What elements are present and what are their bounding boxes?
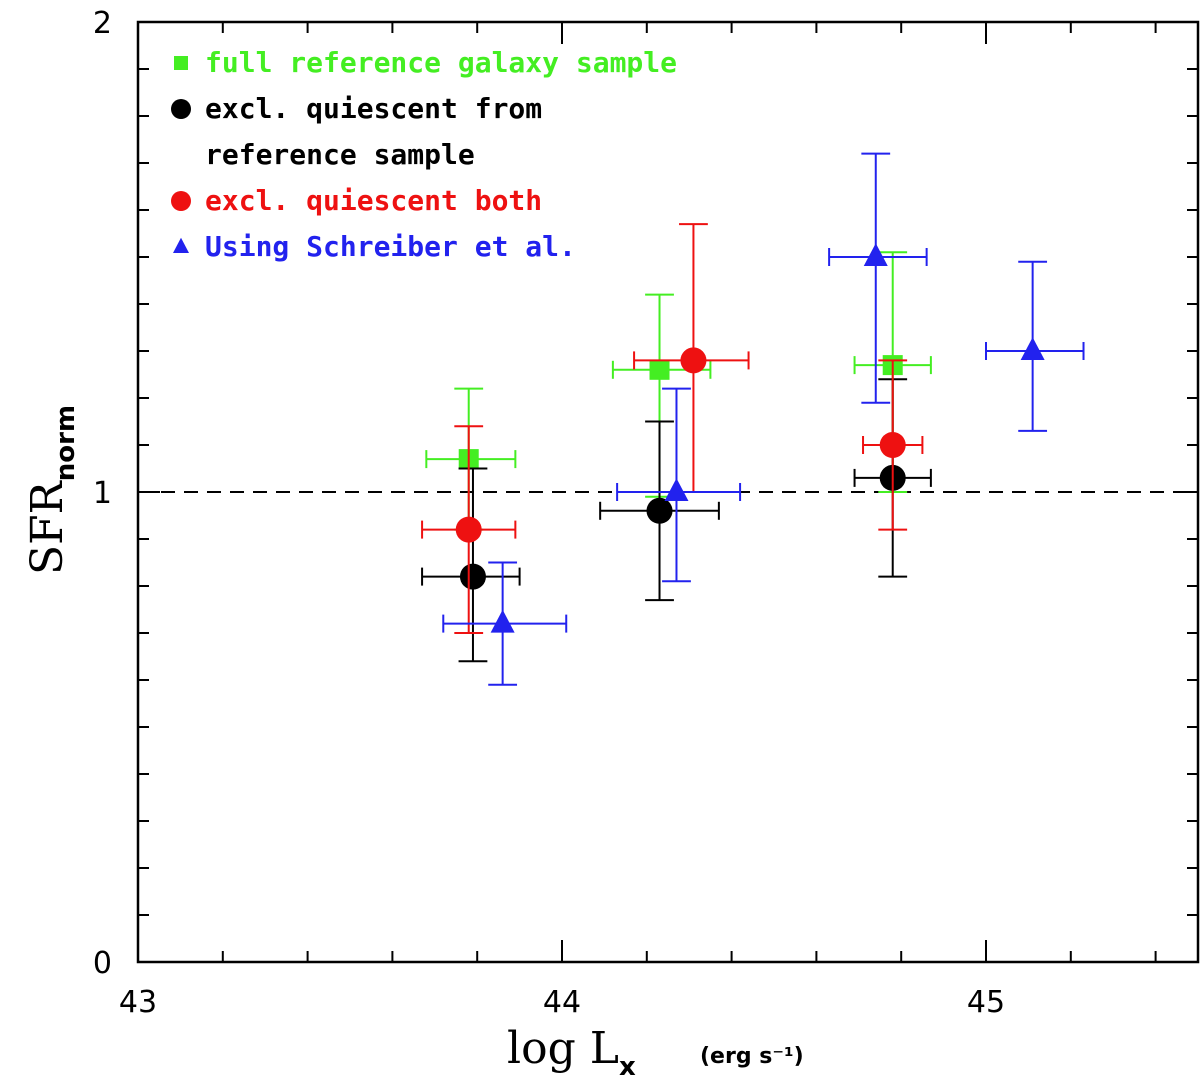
series-1: [421, 378, 932, 663]
legend-item: Using Schreiber et al.: [173, 230, 576, 263]
data-marker: [863, 243, 888, 266]
x-axis-title: log Lx (erg s⁻¹): [507, 1023, 804, 1082]
data-point: [442, 561, 568, 686]
y-axis-label-subscript: norm: [51, 405, 81, 481]
data-point: [421, 467, 521, 663]
legend-label: Using Schreiber et al.: [205, 230, 576, 263]
y-tick-label: 1: [93, 476, 112, 511]
data-marker: [680, 347, 707, 374]
data-point: [616, 387, 742, 583]
series-2: [421, 223, 924, 634]
legend: full reference galaxy sample excl. quiesc…: [171, 46, 677, 263]
legend-item: excl. quiescent from reference sample: [171, 92, 542, 171]
legend-label: reference sample: [205, 138, 475, 171]
legend-label: full reference galaxy sample: [205, 46, 677, 79]
legend-marker: [174, 56, 188, 70]
y-tick-label: 0: [93, 946, 112, 981]
data-point: [862, 359, 924, 531]
data-point: [985, 260, 1085, 432]
legend-marker: [171, 191, 191, 211]
data-point: [633, 223, 750, 493]
legend-item: full reference galaxy sample: [174, 46, 677, 79]
data-point: [421, 425, 517, 634]
axis-ticks: 43 44 45 0 1 2: [93, 6, 1198, 1020]
x-tick-label: 45: [967, 985, 1005, 1020]
data-marker: [1020, 337, 1045, 360]
data-marker: [879, 432, 906, 458]
data-point: [425, 387, 517, 531]
x-tick-label: 44: [543, 985, 581, 1020]
x-axis-label-subscript: x: [619, 1052, 636, 1082]
data-points: [421, 152, 1085, 686]
x-axis-unit: (erg s⁻¹): [700, 1044, 804, 1069]
data-marker: [664, 478, 689, 501]
x-axis-label: log L: [507, 1023, 619, 1074]
data-marker: [490, 609, 515, 633]
y-axis-label: SFR: [22, 479, 73, 575]
data-marker: [646, 497, 673, 524]
data-marker: [459, 563, 486, 590]
data-marker: [649, 359, 670, 380]
legend-label: excl. quiescent from: [205, 92, 542, 125]
data-point: [611, 293, 712, 498]
legend-marker: [173, 237, 189, 253]
data-marker: [455, 516, 482, 543]
y-axis-title: SFRnorm: [22, 405, 81, 575]
svg-text:SFRnorm: SFRnorm: [22, 405, 81, 575]
legend-item: excl. quiescent both: [171, 184, 542, 217]
x-tick-label: 43: [119, 985, 157, 1020]
legend-marker: [171, 99, 191, 119]
svg-text:log Lx: log Lx: [507, 1023, 636, 1082]
legend-label: excl. quiescent both: [205, 184, 542, 217]
data-point: [599, 420, 720, 602]
y-tick-label: 2: [93, 6, 112, 41]
series-3: [442, 152, 1085, 686]
data-point: [828, 152, 928, 404]
